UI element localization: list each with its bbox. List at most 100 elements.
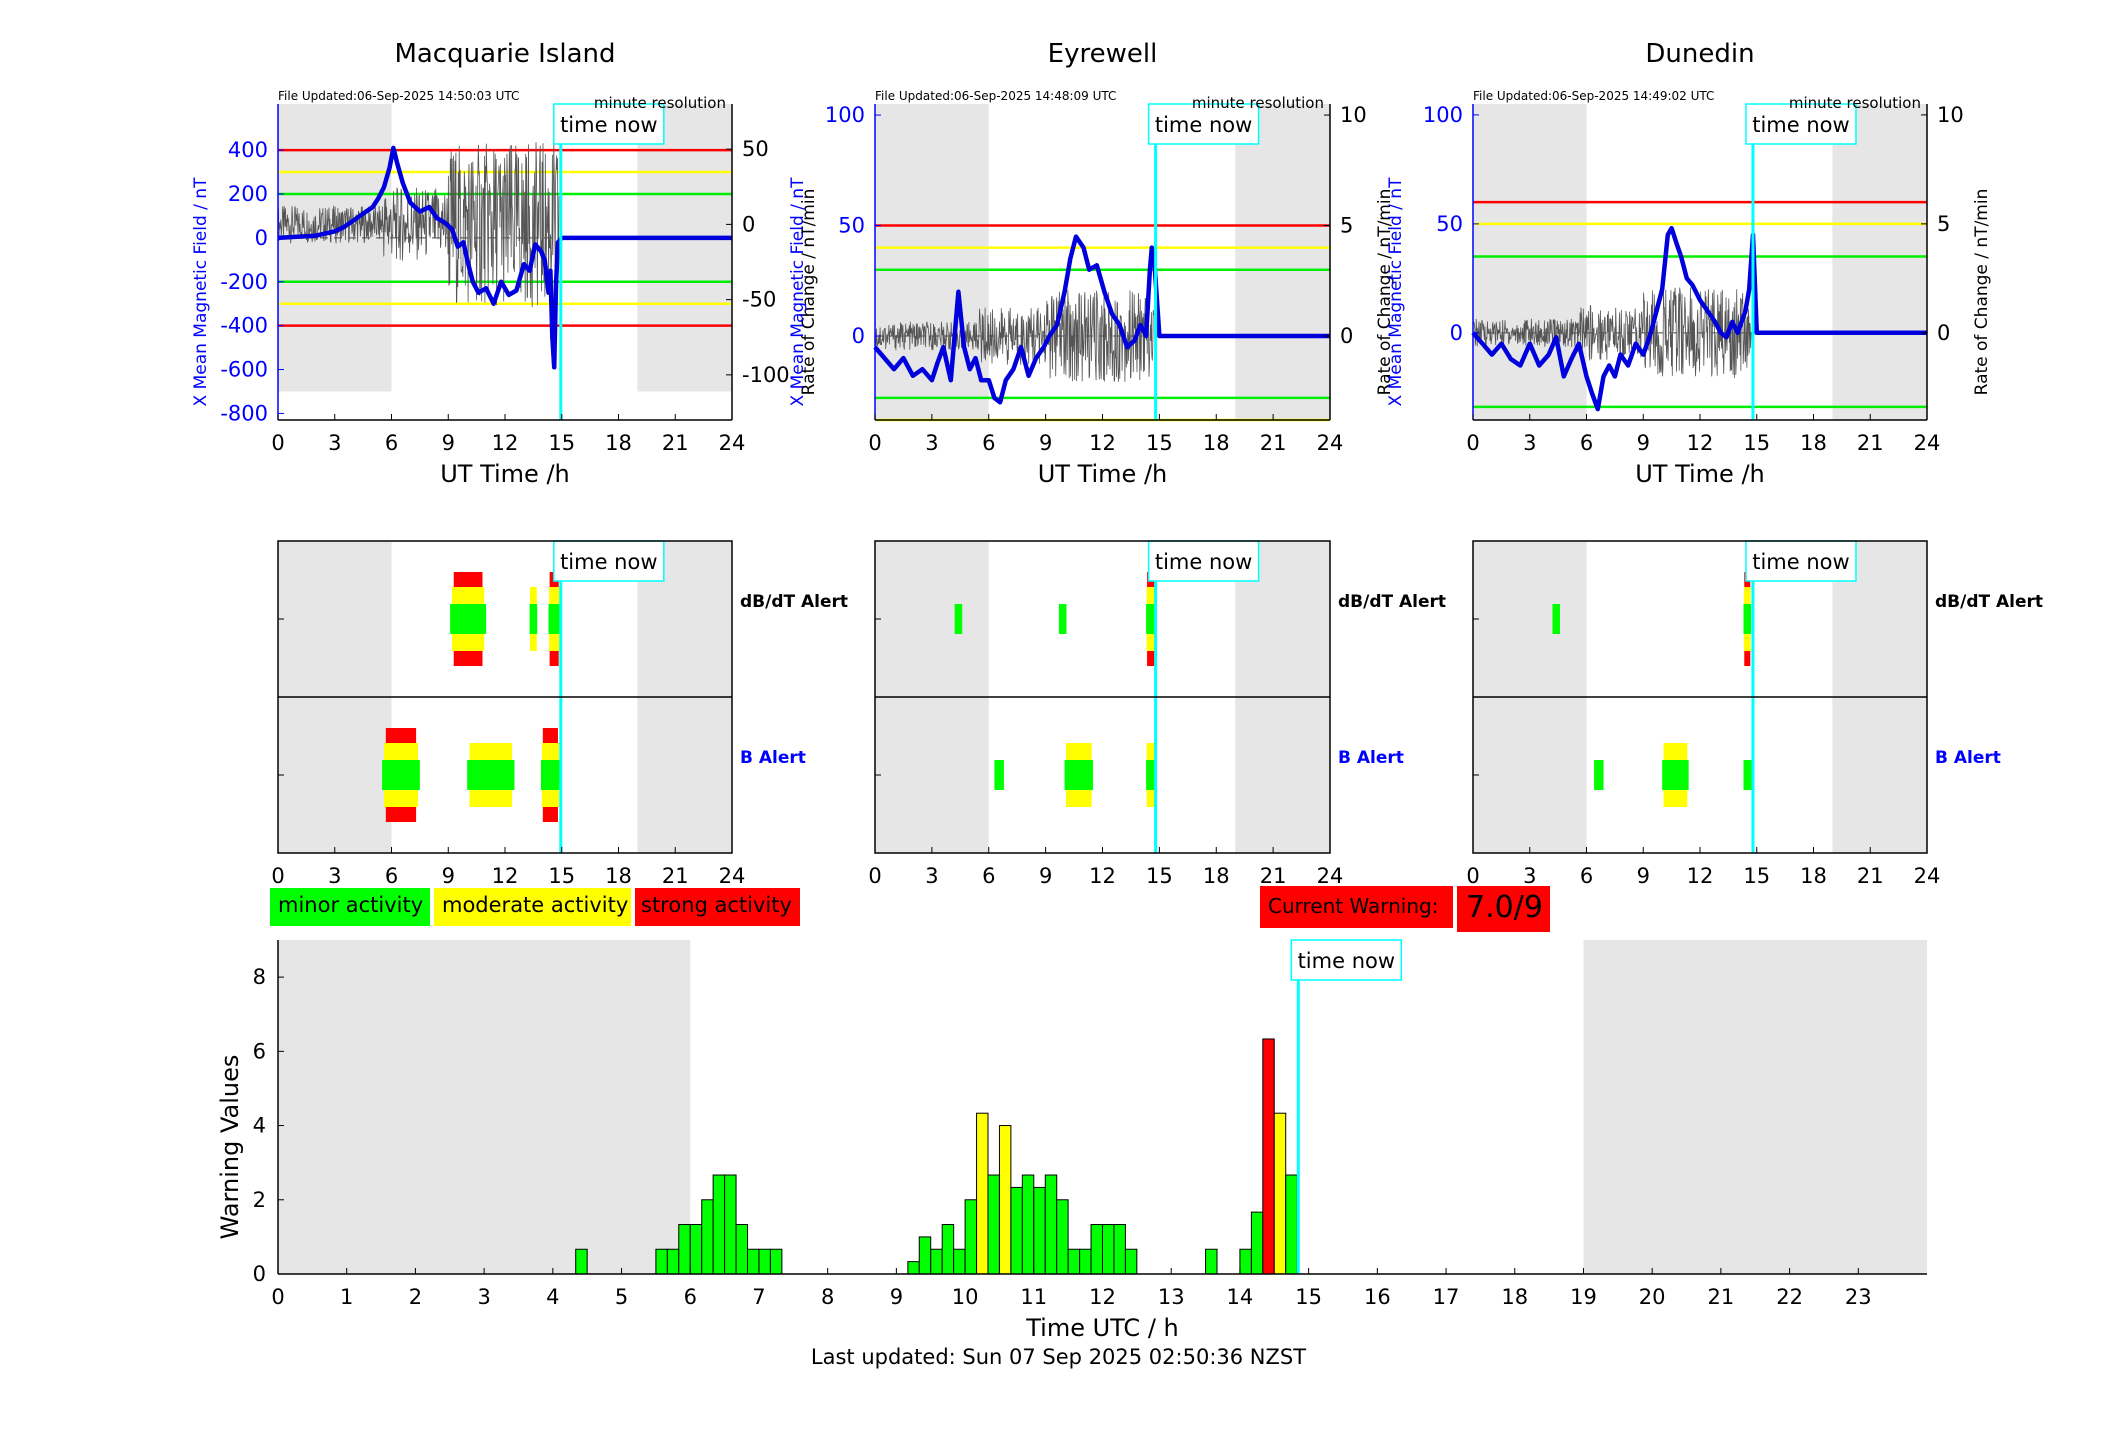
time-now-label: time now xyxy=(560,113,657,137)
x-tick-label: 22 xyxy=(1776,1285,1803,1309)
time-now-box xyxy=(1745,103,1857,145)
x-tick-label: 15 xyxy=(1295,1285,1322,1309)
warning-bar xyxy=(976,1112,989,1275)
x-tick-label: 15 xyxy=(1743,431,1770,455)
x-tick-label: 18 xyxy=(605,431,632,455)
warning-bar xyxy=(953,1248,966,1275)
x-tick-label: 9 xyxy=(1637,864,1650,888)
time-now-label: time now xyxy=(1155,113,1252,137)
x-tick-label: 12 xyxy=(1687,431,1714,455)
warning-bar xyxy=(998,1125,1012,1275)
x-tick-label: 0 xyxy=(271,431,284,455)
x-tick-label: 20 xyxy=(1639,1285,1666,1309)
time-now-label: time now xyxy=(560,550,657,574)
alert-block-level-1 xyxy=(1146,604,1156,634)
y-tick-label-left: 50 xyxy=(1436,212,1463,236)
y-tick-label-left: 400 xyxy=(228,138,268,162)
warning-bar xyxy=(930,1248,943,1275)
y-axis-label-right: Rate of Change / nT/min xyxy=(1972,189,1992,396)
time-now-box xyxy=(1147,103,1260,145)
x-tick-label: 13 xyxy=(1158,1285,1185,1309)
y-tick-label-left: 0 xyxy=(255,226,268,250)
x-tick-label: 3 xyxy=(477,1285,490,1309)
x-tick-label: 24 xyxy=(1914,864,1941,888)
warning-bar xyxy=(701,1199,714,1275)
y-tick-label-right: 0 xyxy=(1340,324,1353,348)
y-tick-label-right: 50 xyxy=(742,137,769,161)
y-tick-label-left: 0 xyxy=(852,324,865,348)
x-tick-label: 6 xyxy=(684,1285,697,1309)
current-warning-value-box xyxy=(1457,886,1550,932)
legend-moderate-label: moderate activity xyxy=(442,893,629,917)
alert-row-label: dB/dT Alert xyxy=(1338,592,1446,612)
legend-moderate xyxy=(434,888,631,926)
x-tick-label: 21 xyxy=(1708,1285,1735,1309)
legend-minor xyxy=(270,888,430,926)
y-tick-label-left: -800 xyxy=(220,401,268,425)
x-tick-label: 8 xyxy=(821,1285,834,1309)
x-tick-label: 0 xyxy=(868,431,881,455)
alert-block-level-1 xyxy=(994,760,1004,790)
y-tick-label: 2 xyxy=(253,1188,266,1212)
warning-bar xyxy=(1239,1248,1252,1275)
file-updated: File Updated:06-Sep-2025 14:49:02 UTC xyxy=(1473,89,1714,103)
y-tick-label-right: -50 xyxy=(742,288,776,312)
warning-bar xyxy=(1079,1248,1092,1275)
x-tick-label: 0 xyxy=(1466,864,1479,888)
x-tick-label: 24 xyxy=(1317,431,1344,455)
x-tick-label: 3 xyxy=(1523,864,1536,888)
warning-bar xyxy=(724,1174,737,1275)
warning-bar xyxy=(1090,1224,1103,1275)
warning-bar xyxy=(689,1224,703,1275)
x-tick-label: 9 xyxy=(1039,431,1052,455)
magnetic-field-series xyxy=(1471,225,1927,412)
warning-bar xyxy=(678,1224,691,1275)
x-tick-label: 3 xyxy=(328,864,341,888)
y-tick-label: 4 xyxy=(253,1114,266,1138)
x-tick-label: 2 xyxy=(409,1285,422,1309)
x-tick-label: 3 xyxy=(328,431,341,455)
night-shading xyxy=(1473,104,1587,420)
alert-block-level-1 xyxy=(382,760,420,790)
warning-bar xyxy=(1113,1224,1126,1275)
alert-block-level-1 xyxy=(1552,604,1561,634)
x-tick-label: 9 xyxy=(1637,431,1650,455)
x-tick-label: 15 xyxy=(548,864,575,888)
time-now-label: time now xyxy=(1155,550,1252,574)
magnetic-field-series xyxy=(277,145,732,370)
x-tick-label: 0 xyxy=(868,864,881,888)
y-tick-label-right: 10 xyxy=(1937,103,1964,127)
night-shading xyxy=(1832,104,1927,420)
time-now-box xyxy=(1147,540,1260,582)
x-axis-label: UT Time /h xyxy=(1635,460,1765,488)
x-tick-label: 14 xyxy=(1227,1285,1254,1309)
y-tick-label-left: 100 xyxy=(825,103,865,127)
alert-row-label: dB/dT Alert xyxy=(740,592,848,612)
x-axis-label: UT Time /h xyxy=(440,460,570,488)
x-tick-label: 16 xyxy=(1364,1285,1391,1309)
file-updated: File Updated:06-Sep-2025 14:50:03 UTC xyxy=(278,89,519,103)
x-tick-label: 12 xyxy=(1089,1285,1116,1309)
x-tick-label: 12 xyxy=(1089,864,1116,888)
y-tick-label-left: -600 xyxy=(220,358,268,382)
station-title: Dunedin xyxy=(1645,39,1754,69)
y-tick-label-right: 0 xyxy=(742,212,755,236)
y-axis-label-right: Rate of Change / nT/min xyxy=(799,189,819,396)
rate-of-change-trace xyxy=(874,290,1155,382)
alert-block-level-1 xyxy=(1594,760,1604,790)
alert-block-level-1 xyxy=(1662,760,1689,790)
x-tick-label: 5 xyxy=(615,1285,628,1309)
alert-block-level-1 xyxy=(548,604,560,634)
x-tick-label: 3 xyxy=(925,864,938,888)
y-tick-label-right: 10 xyxy=(1340,103,1367,127)
y-tick-label: 6 xyxy=(253,1039,266,1063)
warning-bar xyxy=(746,1248,760,1275)
y-tick-label-left: -200 xyxy=(220,270,268,294)
warning-bar xyxy=(1044,1174,1058,1275)
x-tick-label: 18 xyxy=(1800,864,1827,888)
y-tick-label: 8 xyxy=(253,965,266,989)
x-axis-label: UT Time /h xyxy=(1038,460,1168,488)
warning-bar xyxy=(1285,1174,1298,1275)
x-tick-label: 3 xyxy=(1523,431,1536,455)
